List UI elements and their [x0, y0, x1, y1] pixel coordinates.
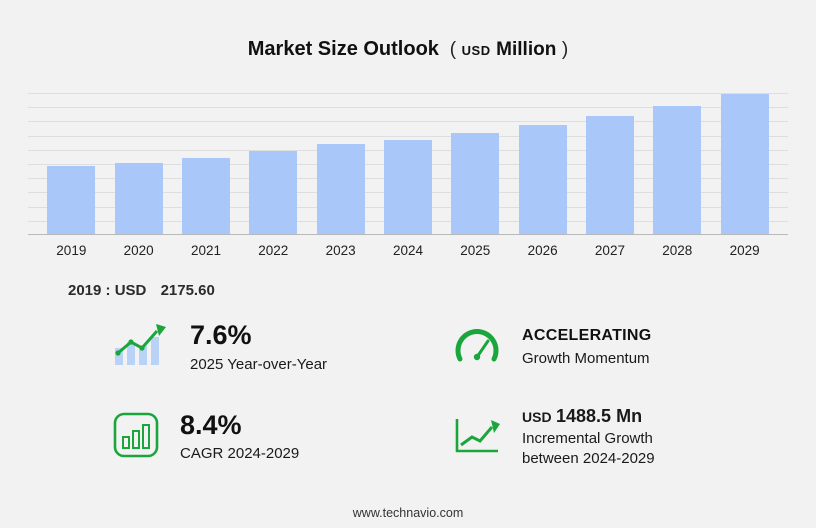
cagr-label: CAGR 2024-2029 [180, 445, 300, 463]
title-main: Market Size Outlook [247, 38, 439, 60]
x-tick-2020: 2020 [123, 243, 154, 258]
page-title: Market Size Outlook ( USD Million ) [0, 0, 816, 61]
x-tick-2026: 2026 [527, 243, 558, 258]
title-paren-open: ( [444, 39, 457, 60]
chart-plot-area [28, 93, 788, 235]
x-tick-2025: 2025 [460, 243, 491, 258]
title-currency: USD [461, 43, 491, 58]
gridline [28, 107, 788, 108]
market-size-chart: 2019 2020 2021 2022 2023 2024 2025 2026 2027 2028… [28, 93, 788, 258]
incremental-value-line: USD 1488.5 Mn [522, 406, 655, 427]
stat-momentum: ACCELERATING Growth Momentum [452, 321, 792, 374]
chart-bars [28, 93, 788, 234]
yoy-growth-icon [112, 322, 170, 373]
bar-2026 [518, 125, 567, 234]
title-paren-close: ) [561, 39, 569, 60]
bar-2021 [181, 158, 230, 234]
stat-cagr-text: 8.4% CAGR 2024-2029 [180, 409, 300, 464]
bar-2019 [47, 166, 96, 234]
speedometer-icon [452, 324, 502, 371]
bar-2028 [653, 106, 702, 234]
stat-yoy-text: 7.6% 2025 Year-over-Year [190, 320, 328, 374]
bar-2029 [720, 94, 769, 234]
x-tick-2024: 2024 [392, 243, 423, 258]
bar-2027 [585, 116, 634, 234]
bar-2024 [383, 140, 432, 234]
incremental-label-line2: between 2024-2029 [522, 449, 655, 467]
stat-yoy: 7.6% 2025 Year-over-Year [112, 320, 452, 374]
incremental-growth-icon [452, 414, 502, 461]
gridline [28, 121, 788, 122]
yoy-value: 7.6% [190, 320, 252, 350]
base-year-annotation: 2019 : USD 2175.60 [68, 282, 816, 299]
momentum-title: ACCELERATING [522, 326, 652, 344]
annotation-year: 2019 [68, 282, 102, 299]
incremental-value: 1488.5 Mn [556, 406, 643, 427]
x-tick-2029: 2029 [729, 243, 760, 258]
x-tick-2019: 2019 [56, 243, 87, 258]
incremental-currency: USD [522, 409, 552, 426]
momentum-label: Growth Momentum [522, 349, 650, 367]
annotation-value: 2175.60 [160, 282, 215, 299]
chart-labels: 2019 2020 2021 2022 2023 2024 2025 2026 2027 2028… [28, 243, 788, 258]
stat-incremental-text: USD 1488.5 Mn Incremental Growth between… [522, 406, 655, 468]
bar-2022 [249, 151, 298, 234]
bar-2023 [316, 144, 365, 234]
incremental-label-line1: Incremental Growth [522, 430, 653, 448]
stat-momentum-text: ACCELERATING Growth Momentum [522, 327, 652, 369]
stat-cagr: 8.4% CAGR 2024-2029 [112, 406, 452, 468]
title-unit: Million [496, 39, 557, 60]
bar-2025 [451, 133, 500, 234]
x-tick-2023: 2023 [325, 243, 356, 258]
gridline [28, 93, 788, 94]
cagr-icon [112, 411, 160, 464]
stats-grid: 7.6% 2025 Year-over-Year ACCELERATING Gr… [112, 320, 816, 468]
stat-incremental: USD 1488.5 Mn Incremental Growth between… [452, 406, 792, 468]
gridline [28, 136, 788, 137]
footer-url: www.technavio.com [352, 506, 464, 520]
yoy-label: 2025 Year-over-Year [190, 355, 328, 373]
x-tick-2022: 2022 [258, 243, 289, 258]
bar-2020 [114, 163, 163, 234]
annotation-separator: : [105, 282, 115, 299]
cagr-value: 8.4% [180, 409, 242, 440]
x-tick-2028: 2028 [662, 243, 693, 258]
x-tick-2021: 2021 [190, 243, 221, 258]
x-tick-2027: 2027 [594, 243, 625, 258]
annotation-currency: USD [114, 282, 147, 299]
